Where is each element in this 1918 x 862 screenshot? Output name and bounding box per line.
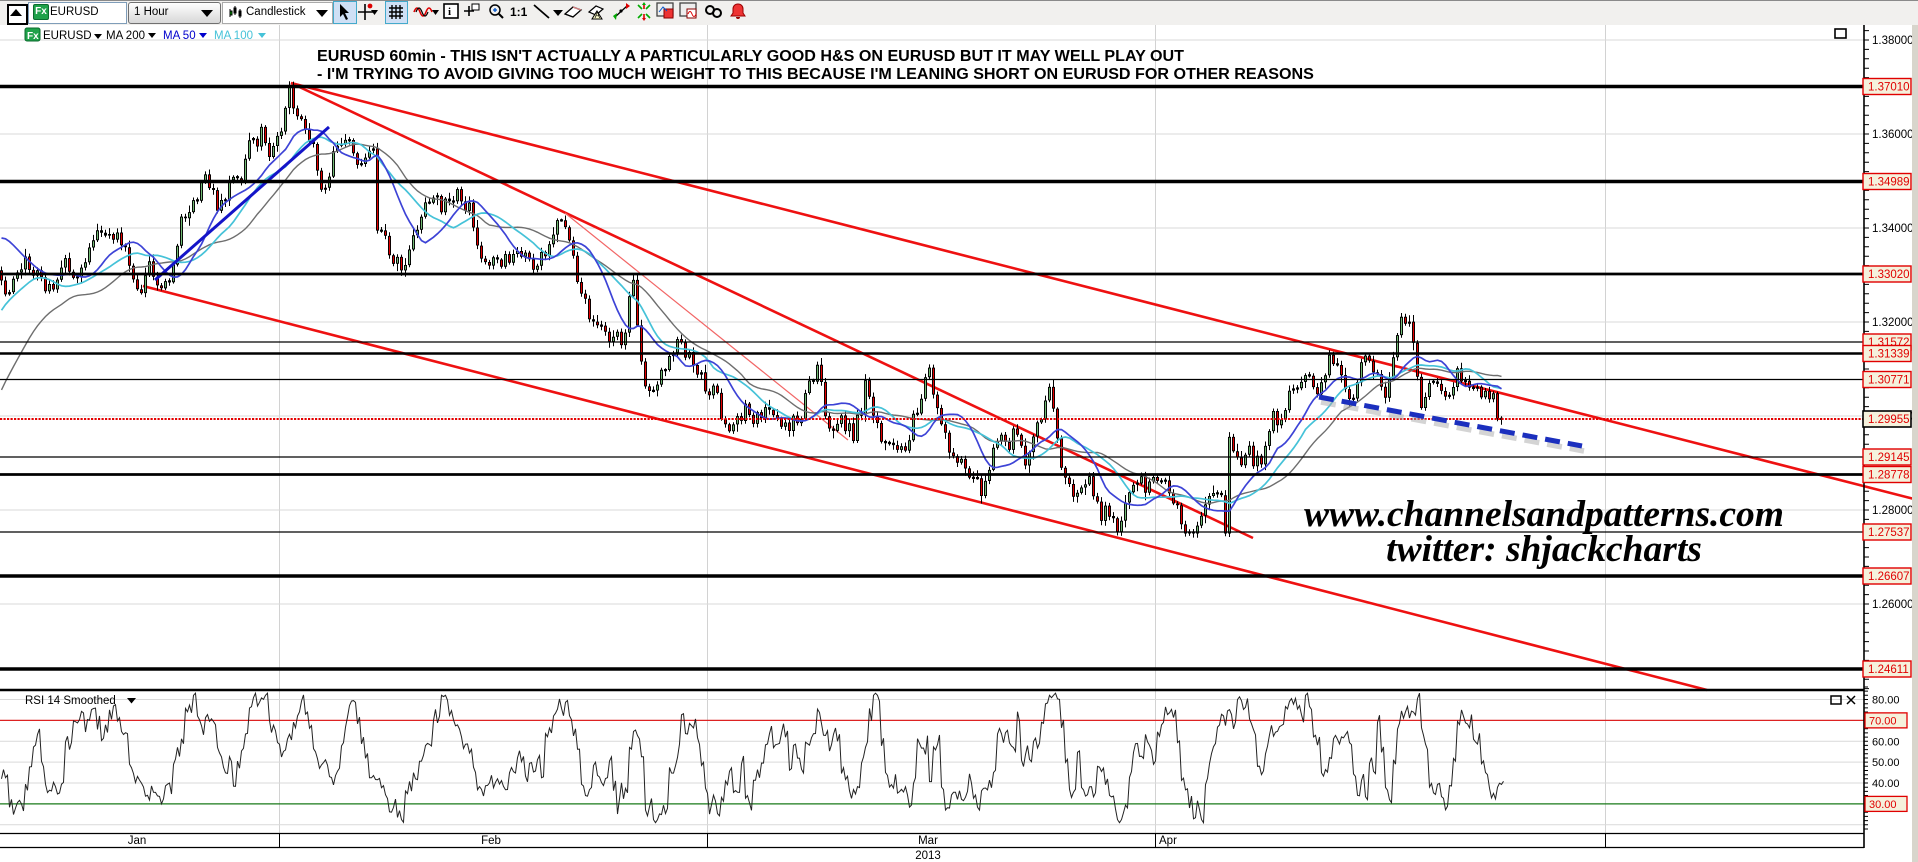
svg-text:1.30771: 1.30771	[1868, 375, 1910, 387]
svg-text:RSI 14 Smoothed: RSI 14 Smoothed	[25, 695, 116, 707]
svg-text:40.00: 40.00	[1872, 778, 1900, 790]
svg-text:1.29955: 1.29955	[1868, 414, 1910, 426]
svg-text:1.26000: 1.26000	[1872, 599, 1914, 611]
svg-text:1.26607: 1.26607	[1868, 571, 1910, 583]
svg-text:1.34000: 1.34000	[1872, 223, 1914, 235]
svg-text:1.24611: 1.24611	[1868, 664, 1909, 676]
svg-text:A: A	[595, 11, 601, 20]
svg-text:EURUSD 60min - THIS ISN'T ACTU: EURUSD 60min - THIS ISN'T ACTUALLY A PAR…	[317, 47, 1184, 65]
svg-text:80.00: 80.00	[1872, 695, 1900, 707]
svg-text:1.28778: 1.28778	[1868, 470, 1910, 482]
svg-text:www.channelsandpatterns.com: www.channelsandpatterns.com	[1304, 494, 1784, 535]
svg-text:i: i	[448, 6, 451, 18]
svg-text:1.27537: 1.27537	[1868, 527, 1910, 539]
svg-text:Apr: Apr	[1159, 835, 1177, 847]
svg-text:50.00: 50.00	[1872, 757, 1900, 769]
svg-text:MA 200: MA 200	[106, 30, 145, 42]
svg-text:1.33020: 1.33020	[1868, 269, 1910, 281]
svg-text:1.37010: 1.37010	[1868, 82, 1910, 94]
svg-text:1.28000: 1.28000	[1872, 505, 1914, 517]
svg-text:MA 50: MA 50	[163, 30, 196, 42]
svg-text:1.38000: 1.38000	[1872, 35, 1914, 47]
svg-text:twitter: shjackcharts: twitter: shjackcharts	[1386, 529, 1702, 570]
svg-text:70.00: 70.00	[1869, 715, 1897, 727]
svg-text:1.29145: 1.29145	[1868, 452, 1910, 464]
svg-text:- I'M TRYING TO AVOID GIVING T: - I'M TRYING TO AVOID GIVING TOO MUCH WE…	[317, 65, 1314, 83]
svg-text:1.36000: 1.36000	[1872, 129, 1914, 141]
svg-text:2013: 2013	[915, 850, 941, 862]
svg-text:1.32000: 1.32000	[1872, 317, 1914, 329]
svg-text:Fx: Fx	[27, 31, 39, 42]
svg-text:1.34989: 1.34989	[1868, 177, 1910, 189]
svg-text:1.31339: 1.31339	[1868, 349, 1910, 361]
svg-text:30.00: 30.00	[1869, 799, 1897, 811]
svg-text:MA 100: MA 100	[214, 30, 253, 42]
svg-text:60.00: 60.00	[1872, 736, 1900, 748]
svg-text:Feb: Feb	[481, 835, 501, 847]
svg-text:Mar: Mar	[918, 835, 938, 847]
svg-text:Jan: Jan	[128, 835, 147, 847]
svg-text:EURUSD: EURUSD	[43, 30, 92, 42]
